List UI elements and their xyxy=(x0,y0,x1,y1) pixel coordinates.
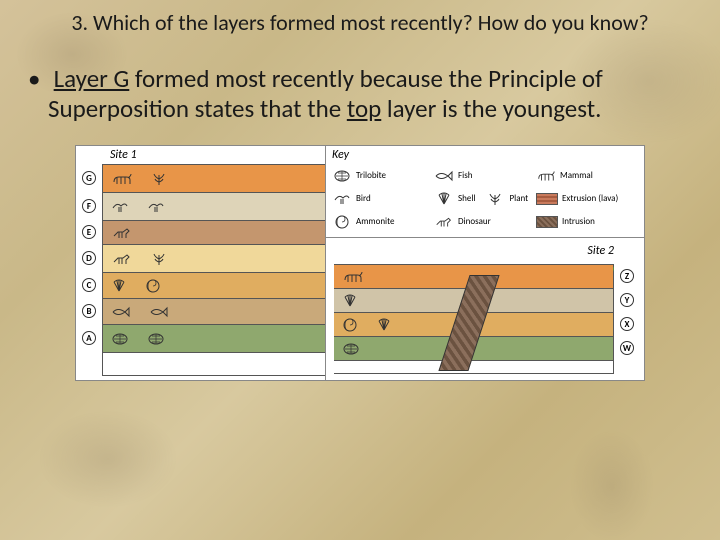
site1-layer-C xyxy=(103,273,325,299)
site-2-label: Site 2 xyxy=(587,244,614,258)
key-panel: Key Trilobite Fish Mammal Bird Shell Plant Ext… xyxy=(326,146,644,238)
label-Y: Y xyxy=(620,293,634,307)
label-A: A xyxy=(82,331,96,345)
key-item-label: Fish xyxy=(458,170,472,181)
intrusion-swatch xyxy=(536,216,558,228)
site1-layer-G xyxy=(103,165,325,193)
key-item-label: Intrusion xyxy=(562,216,595,227)
stratigraphy-diagram: Site 1 GFEDCBA Key Trilobite Fish Mammal Bi… xyxy=(75,145,645,381)
key-item-label: Mammal xyxy=(560,170,593,181)
key-grid: Trilobite Fish Mammal Bird Shell Plant Extrusi… xyxy=(332,164,638,233)
bird-icon xyxy=(332,191,352,207)
trilobite-icon xyxy=(332,168,352,184)
answer-underline-1: Layer G xyxy=(54,63,130,94)
question-text: 3. Which of the layers formed most recen… xyxy=(20,10,700,36)
dinosaur-icon xyxy=(434,214,454,230)
key-item-mammal: Mammal xyxy=(536,164,638,187)
label-Z: Z xyxy=(620,269,634,283)
answer-underline-2: top xyxy=(347,93,381,124)
slide-content: 3. Which of the layers formed most recen… xyxy=(0,0,720,391)
key-item-label: Bird xyxy=(356,193,371,204)
label-E: E xyxy=(82,225,96,239)
site1-layer-E xyxy=(103,221,325,245)
mammal-icon xyxy=(536,168,556,184)
key-item-label: Trilobite xyxy=(356,170,386,181)
label-W: W xyxy=(620,341,634,355)
fish-icon xyxy=(434,168,454,184)
key-item-label: Dinosaur xyxy=(458,216,491,227)
answer-text: • Layer G formed most recently because t… xyxy=(48,64,680,123)
label-F: F xyxy=(82,199,96,213)
site-1-strata xyxy=(102,164,325,376)
site-1-panel: Site 1 GFEDCBA xyxy=(76,146,326,380)
key-label: Key xyxy=(332,148,349,162)
site-2-strata xyxy=(334,264,614,374)
site1-layer-A xyxy=(103,325,325,353)
key-item-extrusion: Extrusion (lava) xyxy=(536,187,638,210)
site-2-panel: Site 2 ZYXW xyxy=(326,238,644,380)
site1-layer-B xyxy=(103,299,325,325)
label-C: C xyxy=(82,278,96,292)
key-item-fish: Fish xyxy=(434,164,536,187)
site1-layer-D xyxy=(103,245,325,273)
key-item-trilobite: Trilobite xyxy=(332,164,434,187)
label-B: B xyxy=(82,304,96,318)
label-G: G xyxy=(82,171,96,185)
key-item-shell: Shell Plant xyxy=(434,187,536,210)
key-item-ammonite: Ammonite xyxy=(332,210,434,233)
key-item-dinosaur: Dinosaur xyxy=(434,210,536,233)
shell-icon xyxy=(434,191,454,207)
label-X: X xyxy=(620,317,634,331)
extrusion-swatch xyxy=(536,193,558,205)
answer-part-4: layer is the youngest. xyxy=(381,93,601,124)
key-item-bird: Bird xyxy=(332,187,434,210)
key-plant-label: Plant xyxy=(509,193,528,204)
right-column: Key Trilobite Fish Mammal Bird Shell Plant Ext… xyxy=(326,146,644,380)
bullet: • xyxy=(28,64,48,94)
site-1-label: Site 1 xyxy=(110,148,137,162)
site1-layer-F xyxy=(103,193,325,221)
label-D: D xyxy=(82,251,96,265)
key-item-intrusion: Intrusion xyxy=(536,210,638,233)
ammonite-icon xyxy=(332,214,352,230)
plant-icon xyxy=(485,191,505,207)
key-item-label: Ammonite xyxy=(356,216,395,227)
key-item-label: Extrusion (lava) xyxy=(562,193,618,204)
key-item-label: Shell xyxy=(458,193,475,204)
